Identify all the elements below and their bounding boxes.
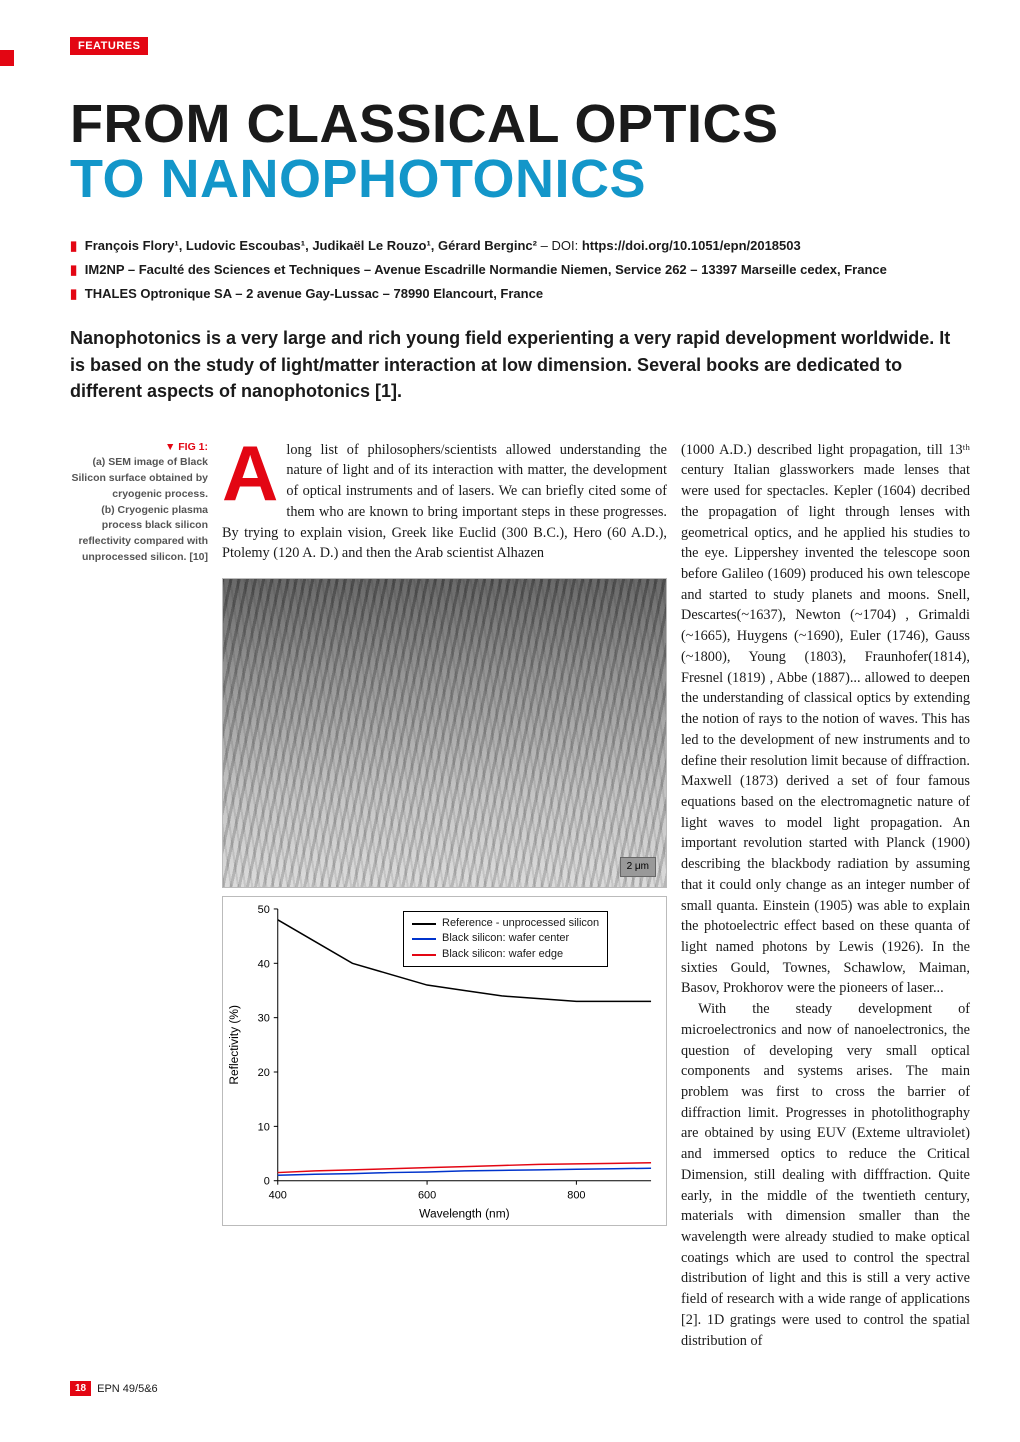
doi-label: – DOI: bbox=[541, 238, 579, 253]
article-title: FROM CLASSICAL OPTICS TO NANOPHOTONICS bbox=[70, 97, 970, 207]
sem-scale-badge: 2 μm bbox=[620, 857, 656, 878]
sem-image: 2 μm bbox=[222, 578, 667, 888]
svg-text:20: 20 bbox=[258, 1067, 270, 1079]
dropcap: A bbox=[222, 444, 278, 503]
accent-bar bbox=[0, 50, 14, 66]
svg-text:600: 600 bbox=[418, 1190, 436, 1202]
meta-block: ▮ François Flory¹, Ludovic Escoubas¹, Ju… bbox=[70, 235, 970, 305]
figure-caption: ▼ FIG 1: (a) SEM image of Black Silicon … bbox=[70, 440, 208, 1352]
caption-head: ▼ FIG 1: bbox=[165, 441, 208, 453]
page-footer: 18 EPN 49/5&6 bbox=[70, 1381, 970, 1396]
column-1: A long list of philosophers/scientists a… bbox=[222, 440, 667, 1352]
svg-text:0: 0 bbox=[264, 1176, 270, 1188]
figure-area: 2 μm 0 10 20 30 40 50 400 600 800 Wavelength (nm)… bbox=[222, 578, 667, 1226]
para-1: A long list of philosophers/scientists a… bbox=[222, 440, 667, 564]
authors: François Flory¹, Ludovic Escoubas¹, Judi… bbox=[85, 238, 537, 253]
reflectivity-chart: 0 10 20 30 40 50 400 600 800 Wavelength (nm) Refle… bbox=[222, 896, 667, 1226]
svg-text:400: 400 bbox=[269, 1190, 287, 1202]
caption-a: (a) SEM image of Black Silicon surface o… bbox=[71, 456, 208, 500]
svg-text:800: 800 bbox=[567, 1190, 585, 1202]
authors-line: ▮ François Flory¹, Ludovic Escoubas¹, Ju… bbox=[70, 235, 970, 257]
title-line-2: TO NANOPHOTONICS bbox=[70, 152, 970, 207]
affiliation-2: ▮ THALES Optronique SA – 2 avenue Gay-Lu… bbox=[70, 283, 970, 305]
affiliation-1: ▮ IM2NP – Faculté des Sciences et Techni… bbox=[70, 259, 970, 281]
legend-item: Reference - unprocessed silicon bbox=[412, 916, 599, 931]
para-2: (1000 A.D.) described light propagation,… bbox=[681, 440, 970, 999]
legend-item: Black silicon: wafer edge bbox=[412, 947, 599, 962]
svg-text:40: 40 bbox=[258, 958, 270, 970]
svg-text:50: 50 bbox=[258, 904, 270, 916]
svg-text:Reflectivity (%): Reflectivity (%) bbox=[227, 1005, 241, 1085]
svg-text:10: 10 bbox=[258, 1121, 270, 1133]
chart-legend: Reference - unprocessed siliconBlack sil… bbox=[403, 911, 608, 967]
svg-text:30: 30 bbox=[258, 1013, 270, 1025]
abstract-text: Nanophotonics is a very large and rich y… bbox=[70, 325, 970, 403]
title-line-1: FROM CLASSICAL OPTICS bbox=[70, 97, 970, 152]
bullet-icon: ▮ bbox=[70, 262, 77, 277]
doi-link[interactable]: https://doi.org/10.1051/epn/2018503 bbox=[582, 238, 801, 253]
legend-item: Black silicon: wafer center bbox=[412, 931, 599, 946]
bullet-icon: ▮ bbox=[70, 238, 77, 253]
column-2: (1000 A.D.) described light propagation,… bbox=[681, 440, 970, 1352]
issue-label: EPN 49/5&6 bbox=[97, 1383, 158, 1395]
bullet-icon: ▮ bbox=[70, 286, 77, 301]
para-3: With the steady development of microelec… bbox=[681, 999, 970, 1351]
caption-b: (b) Cryogenic plasma process black silic… bbox=[78, 504, 208, 563]
page-number: 18 bbox=[70, 1381, 91, 1396]
svg-text:Wavelength (nm): Wavelength (nm) bbox=[419, 1207, 509, 1221]
section-badge: FEATURES bbox=[70, 37, 148, 55]
sem-texture bbox=[223, 579, 666, 887]
